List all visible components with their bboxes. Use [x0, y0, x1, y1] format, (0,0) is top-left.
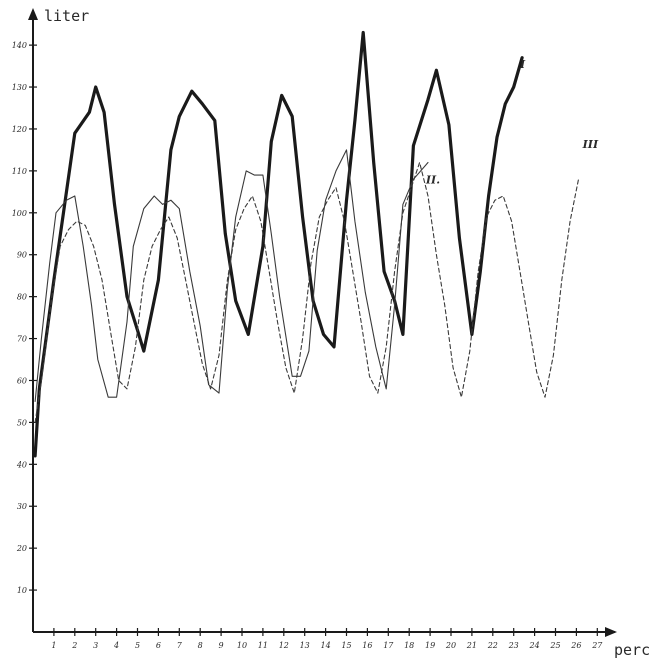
y-tick-label: 90 [17, 251, 27, 260]
x-tick-label: 15 [341, 641, 351, 650]
x-tick-label: 13 [300, 641, 310, 650]
y-tick-label: 70 [17, 335, 27, 344]
y-tick-label: 30 [17, 502, 27, 511]
y-tick-label: 140 [12, 41, 27, 50]
x-tick-label: 9 [219, 641, 224, 650]
x-tick-label: 24 [529, 641, 540, 650]
x-tick-label: 19 [425, 641, 435, 650]
x-tick-label: 12 [279, 641, 289, 650]
y-tick-label: 130 [12, 83, 27, 92]
x-tick-label: 4 [113, 641, 119, 650]
series-line-ii [34, 149, 429, 402]
x-tick-label: 7 [177, 641, 183, 650]
x-tick-label: 16 [362, 641, 372, 650]
series-labels: I II. III [425, 58, 599, 186]
y-tick-label: 60 [17, 376, 27, 385]
series-label: III [582, 138, 599, 151]
x-tick-label: 10 [237, 641, 247, 650]
series-line-i [33, 30, 524, 458]
x-tick-label: 3 [93, 641, 98, 650]
y-tick-label: 120 [12, 125, 27, 134]
x-tick-label: 23 [508, 641, 519, 650]
y-tick-label: 10 [17, 586, 27, 595]
y-axis-arrow [28, 8, 38, 20]
x-tick-label: 18 [404, 641, 414, 650]
x-axis-ticks: 1 2 3 4 5 6 7 8 9 10 11 12 13 14 15 16 17 18 19 20 21 22 23 24 2… [51, 628, 603, 650]
x-tick-label: 14 [321, 641, 331, 650]
x-tick-label: 6 [156, 641, 161, 650]
x-tick-label: 17 [383, 641, 394, 650]
series-label: II. [425, 173, 440, 186]
y-tick-label: 50 [17, 418, 27, 427]
x-tick-label: 8 [198, 641, 203, 650]
y-tick-label: 40 [16, 460, 27, 469]
series-label: I [519, 58, 526, 71]
series-layer [33, 30, 580, 458]
series-line-iii [34, 161, 580, 423]
x-tick-label: 1 [51, 641, 56, 650]
axes [28, 8, 617, 637]
x-tick-label: 27 [591, 641, 603, 650]
y-tick-label: 110 [12, 167, 27, 176]
x-axis-title: perc [614, 641, 650, 659]
y-axis-title: liter [44, 7, 89, 25]
x-tick-label: 26 [570, 641, 581, 650]
x-tick-label: 2 [71, 641, 77, 650]
x-tick-label: 21 [466, 641, 477, 650]
x-tick-label: 25 [549, 641, 560, 650]
y-tick-label: 20 [16, 544, 27, 553]
x-axis-arrow [605, 627, 617, 637]
y-tick-label: 80 [17, 293, 27, 302]
y-tick-label: 100 [12, 209, 27, 218]
x-tick-label: 20 [445, 641, 456, 650]
x-tick-label: 11 [258, 641, 268, 650]
y-axis-ticks: 10 20 30 40 50 60 70 80 90 100 110 120 130 140 [12, 41, 37, 595]
x-tick-label: 22 [487, 641, 498, 650]
x-tick-label: 5 [135, 641, 140, 650]
